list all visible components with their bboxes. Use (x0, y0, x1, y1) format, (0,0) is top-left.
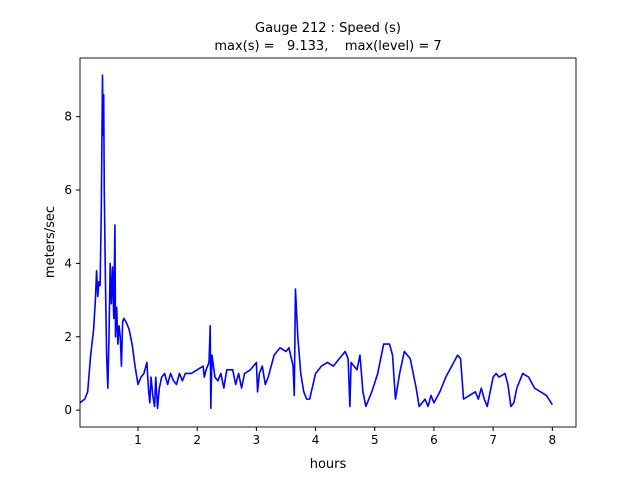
x-tick-label: 3 (253, 433, 261, 447)
y-tick-label: 0 (64, 403, 72, 417)
x-tick-label: 7 (489, 433, 497, 447)
chart-subtitle: max(s) = 9.133, max(level) = 7 (214, 39, 441, 54)
x-tick-label: 5 (371, 433, 379, 447)
x-axis-label: hours (310, 457, 347, 472)
y-axis-label: meters/sec (43, 206, 58, 278)
x-tick-label: 1 (134, 433, 142, 447)
chart-title: Gauge 212 : Speed (s) (255, 21, 401, 36)
x-tick-label: 4 (312, 433, 320, 447)
y-tick-label: 8 (64, 110, 72, 124)
x-tick-label: 8 (549, 433, 557, 447)
y-tick-label: 4 (64, 256, 72, 270)
data-line (79, 74, 553, 410)
x-tick-label: 2 (193, 433, 201, 447)
y-tick-label: 6 (64, 183, 72, 197)
x-tick-label: 6 (430, 433, 438, 447)
plot-frame (79, 57, 577, 428)
y-tick-label: 2 (64, 330, 72, 344)
